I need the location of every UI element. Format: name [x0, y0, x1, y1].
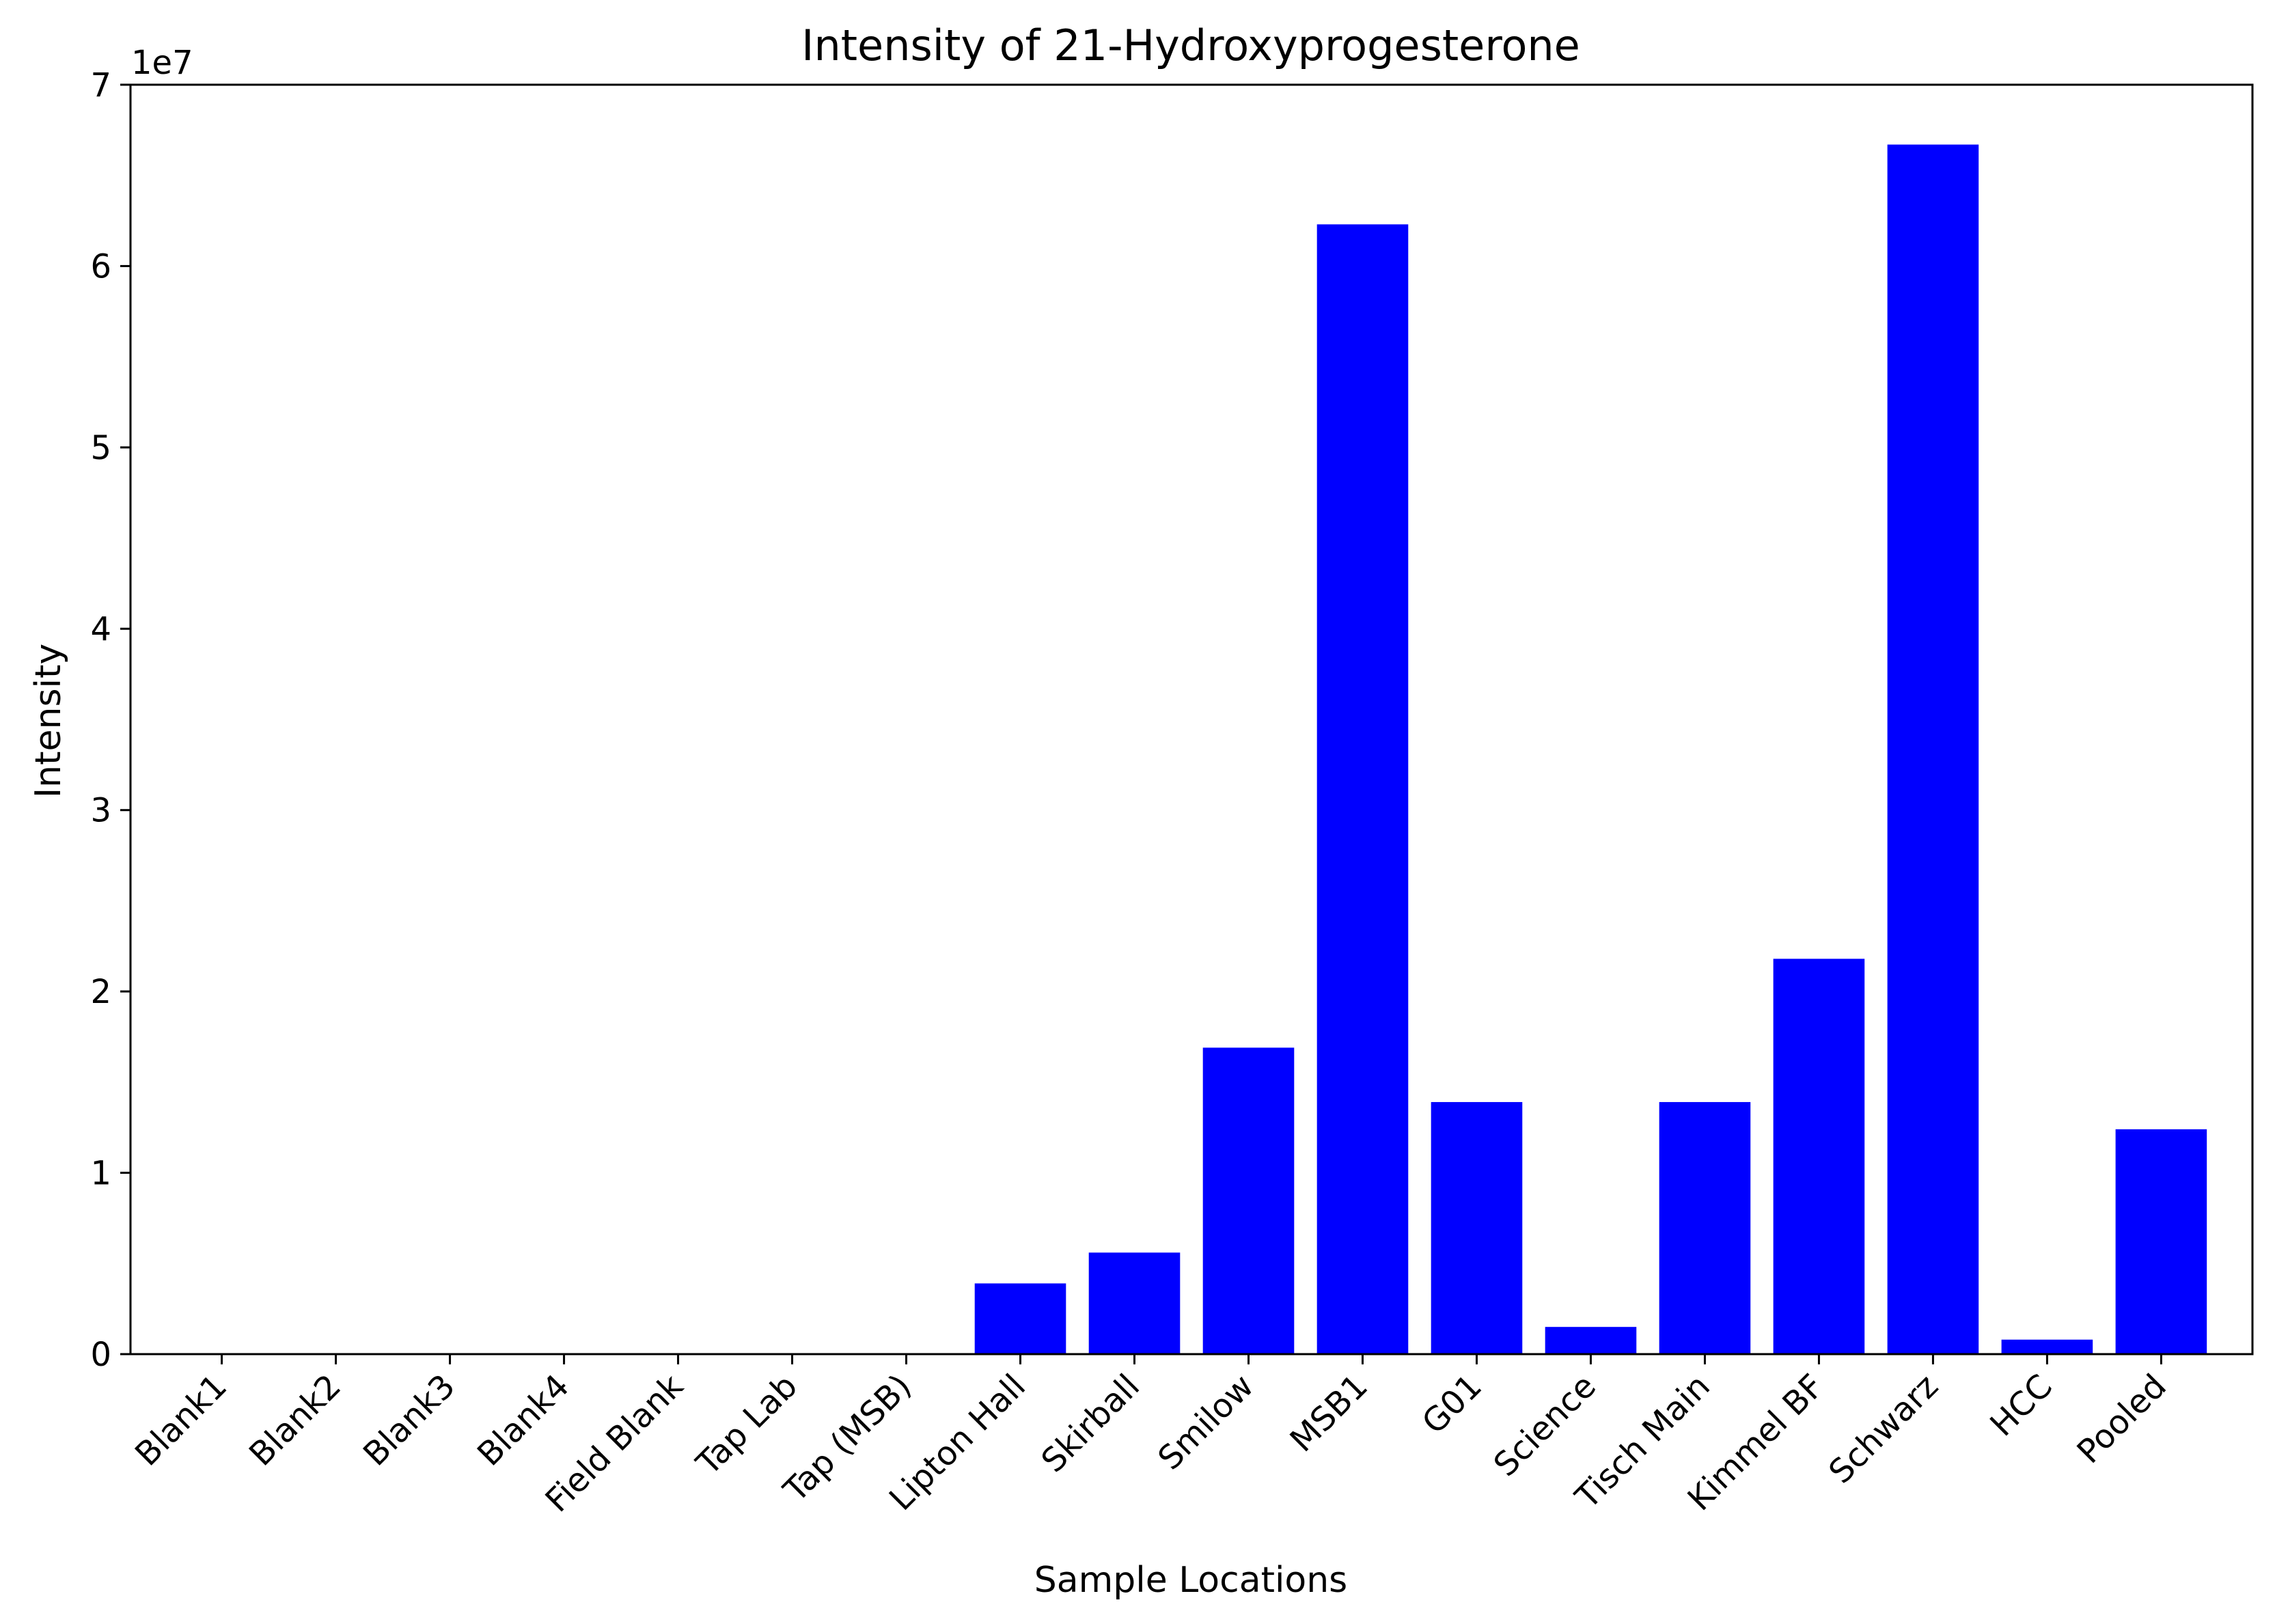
- y-tick-label: 7: [90, 66, 111, 105]
- x-tick-label: Blank4: [470, 1367, 577, 1474]
- bar: [1431, 1102, 1523, 1354]
- x-tick-label: MSB1: [1283, 1367, 1375, 1459]
- y-tick-label: 0: [90, 1336, 111, 1374]
- bar: [1202, 1047, 1295, 1354]
- x-tick-label: Tap Lab: [689, 1367, 805, 1483]
- bar: [1316, 224, 1409, 1354]
- bar: [974, 1283, 1066, 1354]
- y-tick-label: 3: [90, 792, 111, 830]
- bar: [1545, 1327, 1637, 1354]
- x-tick-label: Blank2: [242, 1367, 348, 1474]
- chart-title: Intensity of 21-Hydroxyprogesterone: [801, 20, 1580, 70]
- y-tick-label: 2: [90, 973, 111, 1011]
- y-tick-label: 4: [90, 610, 111, 648]
- y-axis-ticks: 0 1 2 3 4 5 6 7: [90, 66, 130, 1374]
- x-axis-label: Sample Locations: [1034, 1560, 1348, 1601]
- bars-group: [974, 144, 2207, 1354]
- bar: [1659, 1102, 1751, 1354]
- y-tick-label: 6: [90, 247, 111, 286]
- x-tick-label: G01: [1415, 1367, 1489, 1442]
- x-tick-label: Pooled: [2070, 1367, 2174, 1471]
- x-tick-label: Smilow: [1150, 1367, 1261, 1478]
- y-tick-label: 5: [90, 429, 111, 467]
- x-tick-label: Blank1: [128, 1367, 234, 1474]
- bar: [1773, 959, 1865, 1354]
- x-tick-label: Skirball: [1034, 1367, 1147, 1480]
- bar: [2001, 1339, 2093, 1354]
- bar: [1088, 1252, 1181, 1354]
- x-tick-label: Schwarz: [1821, 1367, 1946, 1491]
- y-tick-label: 1: [90, 1155, 111, 1193]
- x-tick-label: Blank3: [356, 1367, 463, 1474]
- y-multiplier-label: 1e7: [131, 44, 193, 82]
- x-tick-label: Science: [1487, 1367, 1603, 1484]
- bar: [2115, 1129, 2207, 1354]
- y-axis-label: Intensity: [28, 644, 69, 798]
- plot-frame: [129, 83, 2254, 1355]
- x-tick-label: HCC: [1983, 1367, 2060, 1444]
- bar: [1887, 144, 1979, 1354]
